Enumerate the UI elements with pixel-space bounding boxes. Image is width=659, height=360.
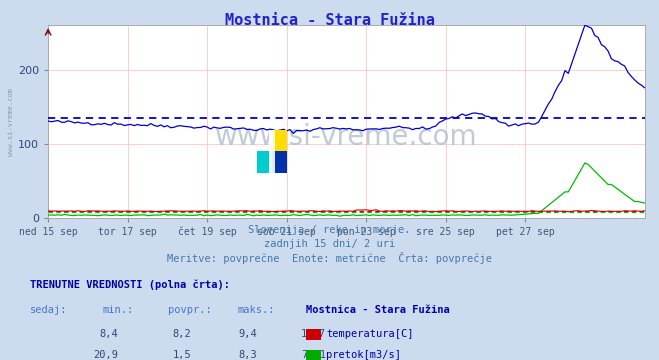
- Text: temperatura[C]: temperatura[C]: [326, 329, 414, 339]
- Text: 9,4: 9,4: [239, 329, 257, 339]
- Text: www.si-vreme.com: www.si-vreme.com: [8, 89, 14, 156]
- Text: Slovenija / reke in morje.: Slovenija / reke in morje.: [248, 225, 411, 235]
- Text: povpr.:: povpr.:: [168, 305, 212, 315]
- Text: 8,2: 8,2: [173, 329, 191, 339]
- Polygon shape: [269, 130, 275, 173]
- Text: www.si-vreme.com: www.si-vreme.com: [215, 123, 478, 151]
- Text: sedaj:: sedaj:: [30, 305, 67, 315]
- Text: 11,7: 11,7: [301, 329, 326, 339]
- Text: 1,5: 1,5: [173, 350, 191, 360]
- Text: 8,4: 8,4: [100, 329, 119, 339]
- Text: min.:: min.:: [102, 305, 133, 315]
- Text: Meritve: povprečne  Enote: metrične  Črta: povprečje: Meritve: povprečne Enote: metrične Črta:…: [167, 252, 492, 264]
- Bar: [257, 151, 272, 173]
- Text: maks.:: maks.:: [237, 305, 275, 315]
- Text: Mostnica - Stara Fužina: Mostnica - Stara Fužina: [225, 13, 434, 28]
- Text: pretok[m3/s]: pretok[m3/s]: [326, 350, 401, 360]
- Text: Mostnica - Stara Fužina: Mostnica - Stara Fužina: [306, 305, 450, 315]
- Bar: [272, 151, 287, 173]
- Bar: [272, 130, 287, 151]
- Text: 8,3: 8,3: [239, 350, 257, 360]
- Text: 20,9: 20,9: [94, 350, 119, 360]
- Text: zadnjih 15 dni/ 2 uri: zadnjih 15 dni/ 2 uri: [264, 239, 395, 249]
- Text: 74,1: 74,1: [301, 350, 326, 360]
- Text: TRENUTNE VREDNOSTI (polna črta):: TRENUTNE VREDNOSTI (polna črta):: [30, 279, 229, 289]
